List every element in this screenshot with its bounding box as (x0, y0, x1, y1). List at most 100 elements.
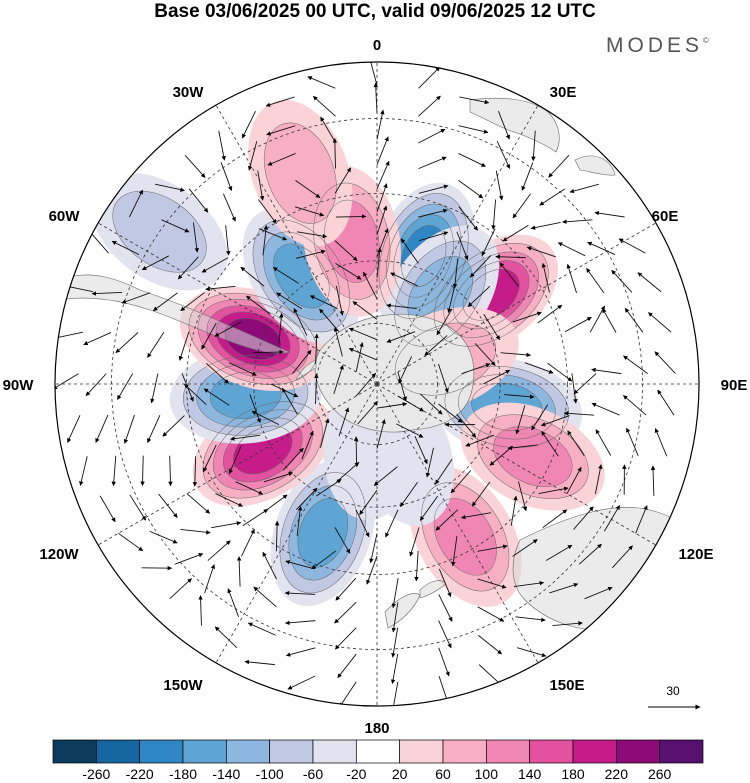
wind-vector (85, 373, 107, 397)
wind-vector (249, 394, 261, 424)
wind-vector (438, 647, 450, 677)
wind-vector (91, 291, 123, 296)
wind-vector (538, 486, 569, 494)
wind-vector (154, 183, 185, 192)
wind-vector (458, 206, 479, 231)
wind-vector (79, 456, 88, 486)
wind-vector (95, 414, 109, 443)
wind-vector (458, 125, 489, 134)
contour-line (263, 122, 337, 224)
wind-vector (228, 445, 242, 475)
wind-vector (391, 627, 399, 658)
wind-vector (188, 188, 209, 213)
wind-vector (419, 495, 439, 521)
map-border (54, 61, 700, 707)
wind-vector (247, 141, 258, 171)
wind-vector (297, 231, 328, 239)
wind-vector (624, 307, 644, 333)
wind-vector (425, 447, 434, 478)
wind-vector (419, 393, 443, 415)
wind-vector (526, 246, 556, 258)
colorbar-tick-label: 20 (391, 766, 408, 782)
wind-vector (357, 401, 378, 425)
wind-vector (282, 447, 304, 471)
wind-vector (121, 292, 151, 304)
wind-vector (369, 533, 378, 564)
wind-vector (452, 258, 459, 289)
wind-vector (177, 256, 199, 280)
anomaly-level (493, 426, 573, 487)
wind-vector (438, 594, 453, 622)
wind-vector (180, 528, 211, 535)
wind-vector (168, 455, 173, 487)
wind-vector (353, 436, 359, 467)
wind-vector (654, 428, 668, 457)
modes-logo: MODES© (606, 34, 709, 58)
contour-line (183, 355, 309, 436)
wind-vector (201, 257, 229, 273)
wind-vector (376, 228, 389, 257)
wind-vector (267, 153, 296, 166)
wind-vector (348, 347, 378, 361)
wind-vector (335, 262, 362, 280)
contour-line (462, 268, 520, 321)
wind-vector (123, 414, 135, 444)
wind-vector (207, 540, 231, 561)
wind-vector (247, 622, 276, 636)
colorbar-tick-label: 140 (517, 766, 542, 782)
colorbar-tick-label: 180 (561, 766, 585, 782)
wind-vector (482, 369, 511, 385)
wind-vector (498, 111, 511, 140)
wind-vector (456, 231, 469, 261)
colorbar-swatch (95, 739, 141, 764)
wind-vector (515, 405, 526, 435)
wind-vector (491, 199, 497, 230)
wind-vector (548, 154, 570, 178)
wind-vector (285, 647, 316, 657)
wind-vector (235, 481, 264, 495)
wind-vector (385, 509, 399, 538)
wind-vector (481, 228, 496, 257)
wind-vector (418, 208, 448, 218)
wind-vector (285, 560, 315, 570)
contour-line (386, 203, 462, 309)
wind-vector (202, 444, 217, 473)
wind-vector (337, 653, 357, 679)
wind-vector (391, 602, 399, 633)
wind-vector (477, 634, 503, 655)
wind-vector (246, 295, 271, 315)
wind-vector (591, 402, 620, 416)
wind-vector (150, 373, 159, 404)
wind-vector (418, 231, 449, 242)
wind-vector (611, 545, 633, 569)
wind-vector (335, 577, 357, 601)
wind-vector (471, 481, 491, 507)
wind-vector (169, 578, 192, 600)
wind-vector (392, 681, 399, 706)
wind-vector (193, 222, 199, 253)
wind-vector (320, 418, 330, 448)
colorbar-swatch (312, 739, 357, 764)
contour-line (394, 322, 497, 396)
wind-vector (236, 556, 242, 587)
wind-vector (459, 96, 490, 105)
wind-vector (409, 527, 420, 557)
wind-vector (648, 312, 672, 333)
wind-vector (571, 373, 578, 404)
contour-line (273, 243, 330, 309)
wind-vector (266, 125, 296, 136)
wind-vector (376, 160, 390, 189)
africa (469, 97, 560, 153)
map-disk (55, 62, 699, 706)
wind-vector (332, 138, 338, 169)
wind-vector (584, 586, 613, 600)
longitude-label: 60W (49, 208, 81, 225)
wind-vector (657, 389, 675, 416)
wind-vector (418, 128, 446, 144)
contour-line (400, 225, 447, 287)
wind-vector (162, 415, 185, 437)
wind-vector (390, 272, 418, 287)
colorbar-tick-label: -220 (125, 766, 154, 782)
wind-vector (438, 620, 452, 649)
wind-vector (569, 183, 600, 194)
